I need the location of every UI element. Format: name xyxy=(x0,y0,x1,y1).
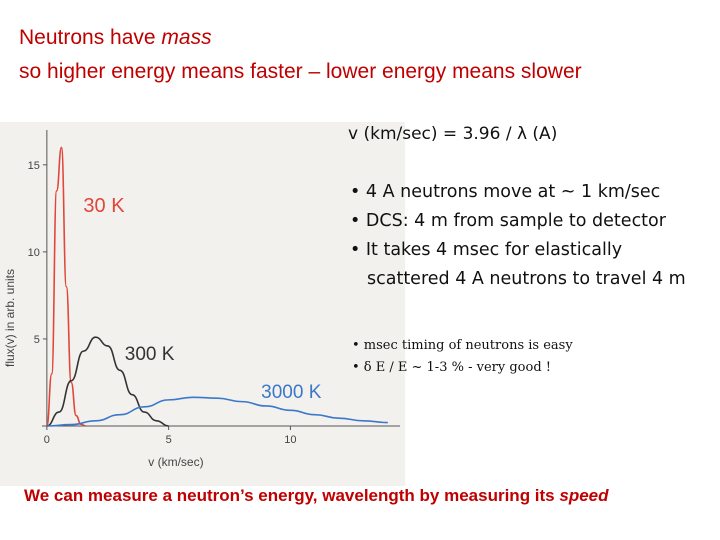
title-line-1: Neutrons have mass xyxy=(19,26,212,50)
x-axis-label: v (km/sec) xyxy=(148,455,203,469)
bottom-emphasis: speed xyxy=(559,486,609,505)
series-label: 3000 K xyxy=(261,382,322,403)
series-label: 30 K xyxy=(83,195,125,217)
bottom-statement: We can measure a neutron’s energy, wavel… xyxy=(24,486,609,506)
series-line-0 xyxy=(46,146,86,427)
title-line-2: so higher energy means faster – lower en… xyxy=(19,60,582,83)
bullet-item: • 4 A neutrons move at ~ 1 km/sec xyxy=(350,182,661,202)
velocity-formula: v (km/sec) = 3.96 / λ (A) xyxy=(348,124,558,144)
title-emphasis: mass xyxy=(161,26,212,49)
bottom-text: We can measure a neutron’s energy, wavel… xyxy=(24,486,560,505)
x-tick-label: 0 xyxy=(44,434,50,446)
bullet-item: • msec timing of neutrons is easy xyxy=(352,338,573,353)
y-tick-label: 15 xyxy=(28,160,40,172)
y-axis-label: flux(v) in arb. units xyxy=(3,269,17,367)
series-label: 300 K xyxy=(125,344,175,365)
bullet-item: • δ E / E ~ 1-3 % - very good ! xyxy=(352,360,551,375)
main-bullet-list: • 4 A neutrons move at ~ 1 km/sec • DCS:… xyxy=(350,178,686,294)
x-tick-label: 10 xyxy=(284,434,296,446)
chart-panel: 5 10 15 0 5 10 v (km/sec) flux(v) in arb. units… xyxy=(0,122,405,486)
title-text: Neutrons have xyxy=(19,26,162,49)
bullet-item-continuation: scattered 4 A neutrons to travel 4 m xyxy=(367,269,686,289)
velocity-flux-chart: 5 10 15 0 5 10 v (km/sec) flux(v) in arb. units… xyxy=(3,130,400,469)
bullet-item: • DCS: 4 m from sample to detector xyxy=(350,211,666,231)
y-tick-label: 10 xyxy=(28,247,40,259)
small-bullet-list: • msec timing of neutrons is easy • δ E … xyxy=(352,335,573,379)
series-line-2 xyxy=(46,396,388,427)
y-tick-label: 5 xyxy=(34,334,40,346)
x-tick-label: 5 xyxy=(166,434,172,446)
series-line-1 xyxy=(46,336,169,427)
bullet-item: • It takes 4 msec for elastically xyxy=(350,240,623,260)
